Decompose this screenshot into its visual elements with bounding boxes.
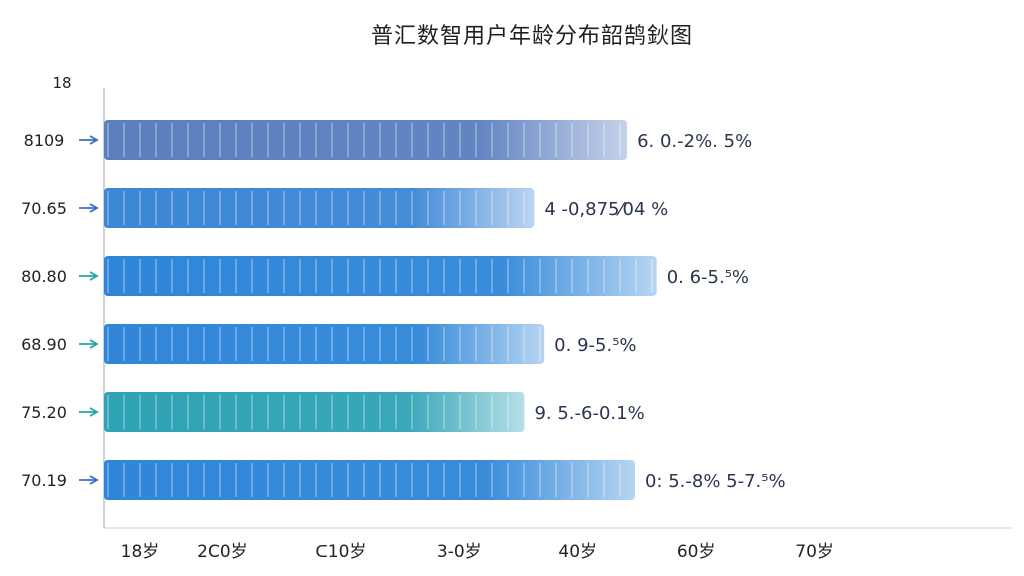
value-label: 0. 9-5.⁵% [554, 335, 636, 356]
x-tick-label: ᑕ10岁 [315, 542, 366, 562]
category-label: 80.80 [21, 267, 67, 286]
arrow-head [89, 135, 99, 145]
bar-rect [104, 460, 635, 500]
x-tick-label: 40岁 [558, 542, 597, 562]
arrow-head [89, 271, 99, 281]
axes: 18 18岁 2C0岁 ᑕ10岁 3-0岁 40岁 60岁 70岁 [52, 74, 1012, 562]
value-label: 9. 5.-6-0.1% [534, 403, 644, 424]
arrow-head [89, 339, 99, 349]
category-label: 70.19 [21, 471, 67, 490]
bar-rect [104, 120, 628, 160]
x-tick-label: 60岁 [677, 542, 716, 562]
arrow-head [89, 475, 99, 485]
category-label: 75.20 [21, 403, 67, 422]
bar [104, 188, 535, 228]
bar [104, 324, 545, 364]
bar [104, 256, 657, 296]
category-label: 68.90 [21, 335, 67, 354]
category-label: 70.65 [21, 199, 67, 218]
arrow-head [89, 407, 99, 417]
bar [104, 460, 635, 500]
value-label: 6. 0.-2%. 5% [637, 131, 752, 152]
x-tick-label: 3-0岁 [437, 542, 482, 562]
value-label: 4 -0,875⁄04 % [544, 199, 668, 220]
bar-rect [104, 324, 545, 364]
category-label: 8109 [24, 131, 65, 150]
x-tick-label: 2C0岁 [197, 542, 248, 562]
bar-rect [104, 256, 657, 296]
arrow-head [89, 203, 99, 213]
labels-group: 8109 6. 0.-2%. 5% 70.65 4 -0,875⁄04 % 80.80 0… [21, 131, 786, 492]
value-label: 0: 5.-8% 5-7.⁵% [645, 471, 786, 492]
value-label: 0. 6-5.⁵% [667, 267, 749, 288]
chart-title: 普汇数智用户年龄分布韶鹄鈥图 [370, 24, 693, 49]
x-tick-label: 18岁 [121, 542, 160, 562]
bar [104, 120, 628, 160]
bar-rect [104, 188, 535, 228]
bar-rect [104, 392, 525, 432]
y-top-label: 18 [52, 74, 71, 92]
bars-group [104, 120, 657, 500]
bar [104, 392, 525, 432]
x-tick-label: 70岁 [795, 542, 834, 562]
